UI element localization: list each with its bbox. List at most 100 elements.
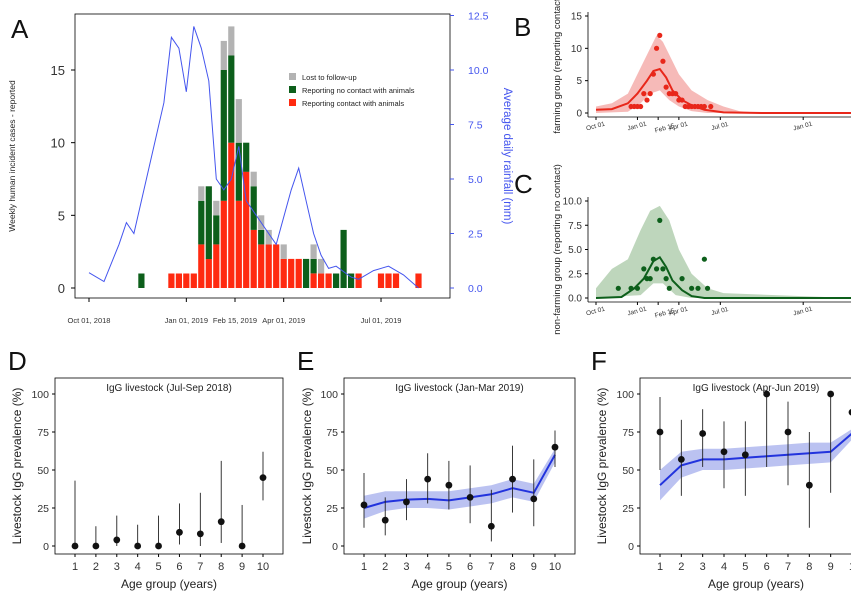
x-tick-label: 1 (72, 561, 78, 573)
bar-lost (310, 244, 317, 259)
uncertainty-band (596, 35, 851, 113)
x-tick-label: 4 (135, 561, 141, 573)
y-tick-label: 15 (51, 63, 65, 78)
x-tick-label: 6 (176, 561, 182, 573)
data-point (551, 443, 559, 451)
bar-lost (250, 171, 257, 187)
x-tick-label: 2 (382, 561, 388, 573)
x-tick-label: 8 (806, 561, 812, 573)
observed-point (704, 285, 711, 291)
observed-point (647, 276, 653, 282)
x-tick-label: 7 (785, 561, 791, 573)
x-tick-label: 5 (742, 561, 748, 573)
bar-nocontact (228, 55, 235, 143)
y-tick-label: 25 (622, 503, 634, 515)
y-tick-label: 50 (37, 465, 49, 477)
model-line (363, 454, 556, 509)
data-point (699, 430, 707, 437)
bar-lost (280, 244, 287, 259)
bar-nocontact (333, 273, 340, 288)
bar-contact (213, 244, 220, 288)
bar-contact (318, 273, 325, 288)
panel-label: F (591, 346, 607, 376)
strip-title: IgG livestock (Apr-Jun 2019) (693, 383, 820, 394)
y-axis-label: farming group (reporting contact) (552, 0, 563, 134)
data-point (360, 501, 368, 509)
x-tick-label: 7 (488, 561, 494, 573)
y-tick-label: 2.5 (568, 269, 582, 280)
bar-nocontact (258, 229, 265, 245)
y-tick-label: 0 (58, 281, 65, 296)
bar-nocontact (250, 186, 257, 230)
strip-title: IgG livestock (Jan-Mar 2019) (395, 383, 523, 394)
x-tick-label: 7 (197, 561, 203, 573)
bar-contact (205, 258, 212, 288)
bar-contact (183, 273, 190, 288)
bar-contact (355, 273, 362, 288)
bar-contact (250, 229, 257, 288)
data-point (827, 390, 835, 398)
x-tick-label: 3 (700, 561, 706, 573)
x-tick-label: 8 (509, 561, 515, 573)
observed-point (653, 266, 660, 272)
y-tick-label: 75 (37, 427, 49, 439)
legend-label: Reporting no contact with animals (302, 86, 415, 95)
y2-tick-label: 5.0 (468, 174, 483, 186)
observed-point (660, 58, 666, 64)
y2-axis-label: Average daily rainfall (mm) (501, 88, 513, 225)
strip-title: IgG livestock (Jul-Sep 2018) (106, 383, 232, 394)
x-tick-label: Apr 01 (668, 306, 689, 318)
y-tick-label: 0 (628, 541, 634, 553)
y-tick-label: 10.0 (563, 197, 583, 208)
data-point (403, 498, 410, 506)
x-tick-label: Jan 01 (627, 121, 648, 133)
bar-contact (190, 273, 197, 288)
data-point (677, 455, 685, 463)
x-axis-label: Age group (years) (411, 577, 507, 591)
x-tick-label: 1 (361, 561, 367, 573)
observed-point (679, 276, 685, 282)
observed-point (650, 256, 656, 262)
bar-contact (168, 273, 175, 288)
legend-swatch-nocontact (289, 86, 296, 93)
panel-a: A 0 5 10 15 0.0 2.5 5.0 7.5 10.0 12.5 Oct 01, 2018 J… (7, 11, 513, 326)
observed-point (695, 285, 701, 291)
y-tick-label: 25 (326, 503, 338, 515)
y-tick-label: 10 (51, 136, 65, 151)
bar-contact (258, 244, 265, 288)
bar-nocontact (235, 142, 242, 201)
data-point (381, 516, 389, 524)
bar-contact (220, 200, 227, 288)
y-axis-label: Livestock IgG prevalence (%) (10, 388, 24, 545)
data-point (445, 481, 453, 489)
y2-tick-label: 12.5 (468, 11, 489, 23)
x-axis-label: Age group (years) (121, 577, 217, 591)
data-point (259, 474, 267, 481)
x-tick-label: 2 (93, 561, 99, 573)
y2-tick-label: 2.5 (468, 229, 483, 241)
observed-point (701, 103, 707, 110)
x-tick-label: 1 (657, 561, 663, 573)
y-tick-label: 100 (31, 389, 49, 401)
x-tick-label: Oct 01, 2018 (68, 316, 111, 325)
bar-contact (385, 273, 392, 288)
fit-line (595, 67, 851, 114)
y-axis-label: non-farming group (reporting no contact) (552, 164, 563, 335)
bar-contact (273, 244, 280, 288)
y-tick-label: 0 (576, 109, 582, 120)
data-point (509, 475, 516, 483)
y-tick-label: 15 (571, 12, 583, 23)
x-tick-label: Jan 01 (792, 306, 813, 318)
bar-nocontact (198, 200, 205, 245)
uncertainty-band (596, 205, 851, 298)
y-tick-label: 5 (576, 76, 582, 87)
x-tick-label: Jul 01 (711, 306, 730, 317)
x-tick-label: 3 (403, 561, 409, 573)
observed-point (708, 103, 714, 110)
bar-nocontact (138, 273, 145, 288)
y-axis-label: Livestock IgG prevalence (%) (300, 388, 314, 545)
observed-point (650, 71, 656, 77)
x-tick-label: Jul 01, 2019 (361, 316, 402, 325)
model-line (659, 433, 851, 486)
observed-point (644, 97, 650, 103)
